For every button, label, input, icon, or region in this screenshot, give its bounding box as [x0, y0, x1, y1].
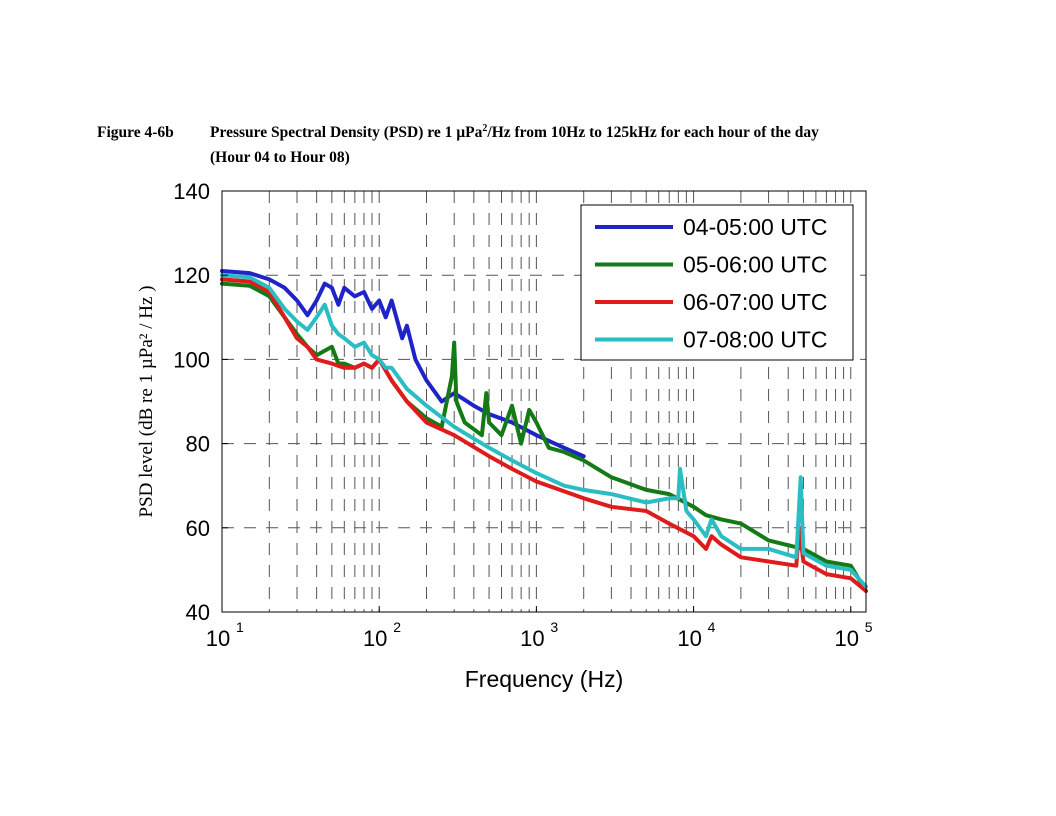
y-tick-label: 100 — [173, 347, 210, 372]
x-tick-exponent: 3 — [550, 619, 558, 635]
y-tick-label: 60 — [186, 516, 210, 541]
y-tick-label: 40 — [186, 600, 210, 625]
figure-title-part1: Pressure Spectral Density (PSD) re 1 µPa — [210, 124, 483, 141]
series-lines — [220, 269, 868, 593]
y-axis-ticks: 40 60 80 100 120 140 — [173, 179, 228, 625]
x-tick-label: 10 — [835, 626, 859, 651]
legend-label-1: 04-05:00 UTC — [683, 214, 827, 240]
y-tick-label: 120 — [173, 263, 210, 288]
x-tick-label: 10 — [677, 626, 701, 651]
figure-number: Figure 4-6b — [97, 124, 174, 141]
series-line-3 — [220, 277, 868, 593]
series-line-4 — [220, 273, 868, 589]
figure-title-part2: /Hz from 10Hz to 125kHz for each hour of… — [487, 124, 819, 141]
figure-title-line2: (Hour 04 to Hour 08) — [210, 149, 350, 166]
series-line-2 — [220, 281, 868, 593]
x-tick-label: 10 — [363, 626, 387, 651]
x-axis-label: Frequency (Hz) — [465, 666, 623, 692]
legend-box — [580, 204, 854, 361]
plot-frame — [221, 190, 867, 613]
x-tick-exponent: 5 — [865, 619, 873, 635]
x-tick-exponent: 1 — [236, 619, 244, 635]
series-line-1 — [220, 269, 586, 459]
figure-title-sup: 2 — [482, 122, 488, 134]
y-tick-label: 140 — [173, 179, 210, 204]
legend: 04-05:00 UTC 05-06:00 UTC 06-07:00 UTC 07-0… — [580, 204, 854, 361]
legend-label-4: 07-08:00 UTC — [683, 327, 827, 353]
legend-label-2: 05-06:00 UTC — [683, 252, 827, 278]
figure-title: Pressure Spectral Density (PSD) re 1 µPa… — [210, 120, 970, 170]
legend-label-3: 06-07:00 UTC — [683, 289, 827, 315]
x-tick-label: 10 — [206, 626, 230, 651]
y-axis-label: PSD level (dB re 1 µPa² / Hz ) — [136, 286, 157, 518]
x-tick-exponent: 4 — [708, 619, 716, 635]
x-tick-label: 10 — [520, 626, 544, 651]
y-tick-label: 80 — [186, 432, 210, 457]
x-axis-ticks: 10 1 10 2 10 3 10 4 10 5 — [206, 606, 873, 651]
x-tick-exponent: 2 — [393, 619, 401, 635]
